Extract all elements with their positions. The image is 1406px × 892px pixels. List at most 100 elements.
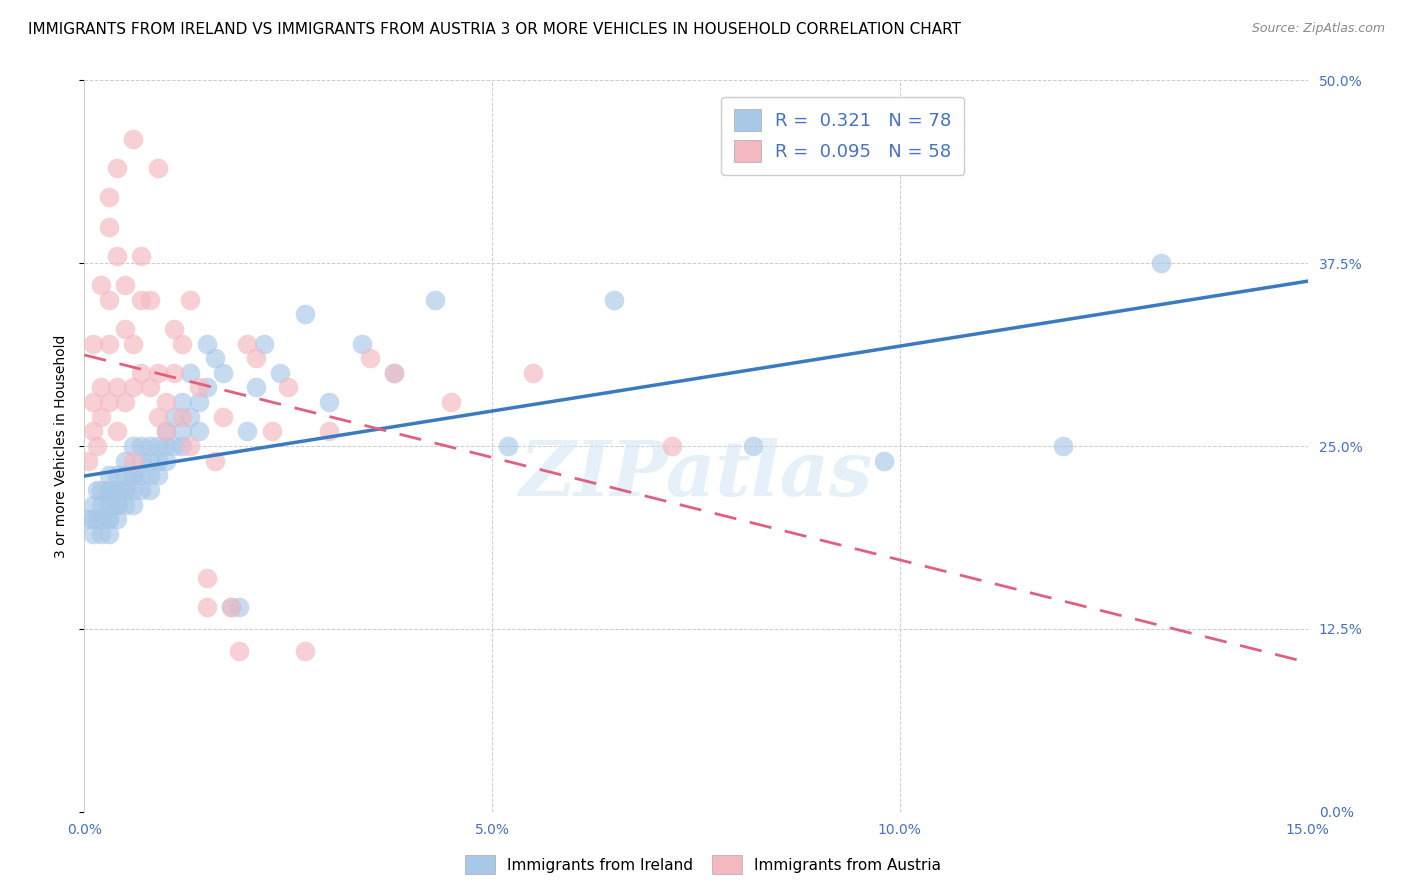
Point bbox=[172, 395, 194, 409]
Point bbox=[82, 425, 104, 439]
Point bbox=[90, 512, 112, 526]
Point bbox=[179, 409, 201, 424]
Point bbox=[86, 512, 108, 526]
Point bbox=[195, 571, 218, 585]
Text: Source: ZipAtlas.com: Source: ZipAtlas.com bbox=[1251, 22, 1385, 36]
Point bbox=[138, 453, 160, 467]
Point bbox=[212, 409, 235, 424]
Point bbox=[245, 380, 267, 394]
Point bbox=[90, 409, 112, 424]
Point bbox=[245, 351, 267, 366]
Point bbox=[138, 468, 160, 483]
Point bbox=[187, 380, 209, 394]
Point bbox=[138, 439, 160, 453]
Point bbox=[146, 453, 169, 467]
Point bbox=[155, 395, 177, 409]
Point bbox=[114, 322, 136, 336]
Point bbox=[82, 498, 104, 512]
Point bbox=[1150, 256, 1173, 270]
Point bbox=[603, 293, 626, 307]
Point bbox=[131, 439, 153, 453]
Point bbox=[163, 366, 186, 380]
Point bbox=[163, 409, 186, 424]
Point bbox=[155, 439, 177, 453]
Point bbox=[90, 526, 112, 541]
Point bbox=[172, 425, 194, 439]
Point bbox=[131, 366, 153, 380]
Point bbox=[105, 498, 128, 512]
Point bbox=[204, 453, 226, 467]
Point bbox=[146, 161, 169, 175]
Point bbox=[440, 395, 463, 409]
Point bbox=[277, 380, 299, 394]
Point bbox=[172, 336, 194, 351]
Point bbox=[350, 336, 373, 351]
Point bbox=[146, 366, 169, 380]
Point bbox=[97, 512, 120, 526]
Point bbox=[97, 526, 120, 541]
Point bbox=[122, 336, 145, 351]
Point bbox=[122, 483, 145, 497]
Point bbox=[195, 599, 218, 614]
Point bbox=[187, 425, 209, 439]
Point bbox=[90, 483, 112, 497]
Point bbox=[318, 395, 340, 409]
Point bbox=[122, 468, 145, 483]
Point bbox=[260, 425, 283, 439]
Point bbox=[82, 526, 104, 541]
Point bbox=[82, 336, 104, 351]
Point bbox=[155, 425, 177, 439]
Point bbox=[97, 512, 120, 526]
Point bbox=[97, 336, 120, 351]
Point bbox=[522, 366, 544, 380]
Point bbox=[253, 336, 276, 351]
Point bbox=[77, 512, 100, 526]
Point bbox=[359, 351, 381, 366]
Point bbox=[105, 425, 128, 439]
Point bbox=[114, 453, 136, 467]
Point bbox=[236, 425, 259, 439]
Point bbox=[1052, 439, 1074, 453]
Point bbox=[105, 483, 128, 497]
Point bbox=[86, 439, 108, 453]
Point bbox=[872, 453, 894, 467]
Point bbox=[114, 483, 136, 497]
Point bbox=[269, 366, 291, 380]
Point bbox=[179, 366, 201, 380]
Point bbox=[105, 483, 128, 497]
Point bbox=[86, 483, 108, 497]
Text: ZIPatlas: ZIPatlas bbox=[519, 438, 873, 512]
Point bbox=[382, 366, 405, 380]
Point bbox=[146, 439, 169, 453]
Point bbox=[294, 644, 316, 658]
Point bbox=[138, 483, 160, 497]
Point bbox=[122, 453, 145, 467]
Point bbox=[97, 190, 120, 204]
Point bbox=[77, 453, 100, 467]
Point bbox=[179, 293, 201, 307]
Point bbox=[179, 439, 201, 453]
Point bbox=[219, 599, 242, 614]
Point bbox=[97, 498, 120, 512]
Point bbox=[97, 293, 120, 307]
Point bbox=[122, 439, 145, 453]
Point bbox=[114, 498, 136, 512]
Point bbox=[195, 336, 218, 351]
Point bbox=[294, 307, 316, 321]
Point bbox=[146, 468, 169, 483]
Point bbox=[318, 425, 340, 439]
Point bbox=[155, 453, 177, 467]
Legend: Immigrants from Ireland, Immigrants from Austria: Immigrants from Ireland, Immigrants from… bbox=[458, 849, 948, 880]
Point bbox=[114, 395, 136, 409]
Point bbox=[131, 293, 153, 307]
Point bbox=[131, 483, 153, 497]
Point bbox=[105, 249, 128, 263]
Point bbox=[122, 498, 145, 512]
Point bbox=[105, 468, 128, 483]
Point bbox=[219, 599, 242, 614]
Point bbox=[163, 322, 186, 336]
Point bbox=[228, 599, 250, 614]
Point bbox=[742, 439, 765, 453]
Point bbox=[122, 380, 145, 394]
Y-axis label: 3 or more Vehicles in Household: 3 or more Vehicles in Household bbox=[55, 334, 69, 558]
